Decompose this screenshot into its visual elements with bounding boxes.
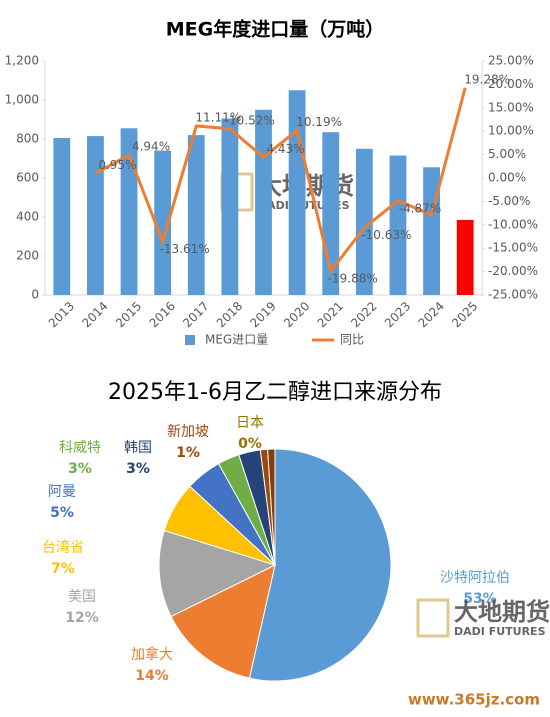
- y2-tick-label: 5.00%: [488, 147, 526, 161]
- y2-tick-label: -15.00%: [488, 241, 538, 255]
- data-label: -13.61%: [160, 242, 210, 256]
- y2-tick-label: -20.00%: [488, 264, 538, 278]
- bar: [255, 109, 272, 295]
- bar: [154, 150, 172, 295]
- slice-value: 0%: [238, 436, 262, 452]
- bar: [221, 118, 239, 296]
- slice-value: 14%: [135, 668, 169, 684]
- legend-label: 同比: [340, 333, 364, 347]
- watermark: DADI FUTURES: [454, 625, 546, 638]
- site-watermark: www.365jz.com: [408, 691, 540, 709]
- bar: [288, 90, 306, 295]
- slice-label: 韩国: [124, 440, 152, 456]
- data-label: 0.95%: [98, 158, 136, 172]
- pie-slice: [170, 564, 276, 679]
- data-label: 11.11%: [195, 111, 241, 125]
- bar: [456, 219, 474, 295]
- slice-value: 5%: [50, 505, 74, 521]
- bar: [87, 136, 104, 295]
- chart-title: MEG年度进口量（万吨）: [166, 18, 384, 41]
- legend-swatch: [185, 335, 195, 345]
- data-label: -19.88%: [328, 272, 378, 286]
- bar: [187, 135, 205, 295]
- y2-tick-label: 10.00%: [488, 124, 534, 138]
- slice-value: 7%: [51, 561, 75, 577]
- data-label: 10.19%: [296, 115, 342, 129]
- y-tick-label: 800: [16, 132, 39, 146]
- y-tick-label: 1,200: [5, 54, 39, 68]
- slice-label: 美国: [68, 589, 96, 605]
- data-label: 19.28%: [464, 72, 510, 86]
- y2-tick-label: 15.00%: [488, 100, 534, 114]
- line: [94, 87, 467, 275]
- y2-tick-label: -10.00%: [488, 217, 538, 231]
- y2-tick-label: -5.00%: [488, 194, 530, 208]
- data-label: -10.63%: [361, 228, 411, 242]
- y-tick-label: 600: [16, 171, 39, 185]
- y-tick-label: 200: [16, 249, 39, 263]
- slice-value: 53%: [463, 591, 497, 607]
- watermark: 大地期货: [454, 598, 550, 626]
- bar: [423, 167, 440, 295]
- slice-label: 阿曼: [48, 484, 76, 500]
- data-label: -4.87%: [399, 201, 441, 215]
- logo-icon: [416, 598, 450, 638]
- y-tick-label: 400: [16, 210, 39, 224]
- data-label: 4.43%: [266, 142, 304, 156]
- slice-value: 12%: [65, 610, 99, 626]
- y2-tick-label: 25.00%: [488, 54, 534, 68]
- y-tick-label: 1,000: [5, 93, 39, 107]
- slice-value: 3%: [126, 461, 150, 477]
- y2-tick-label: 0.00%: [488, 171, 526, 185]
- pie-slice: [158, 529, 277, 618]
- pie-slice: [248, 448, 392, 682]
- watermark: 大地期货: [258, 172, 354, 200]
- slice-label: 沙特阿拉伯: [440, 570, 510, 586]
- bar: [120, 128, 138, 295]
- bar: [355, 148, 373, 295]
- slice-label: 新加坡: [167, 424, 209, 440]
- slice-label: 加拿大: [131, 646, 173, 663]
- bar: [389, 155, 407, 295]
- y2-tick-label: -25.00%: [488, 288, 538, 302]
- bar: [53, 138, 71, 295]
- slice-label: 台湾省: [42, 539, 84, 556]
- y2-tick-label: 20.00%: [488, 77, 534, 91]
- data-label: 4.94%: [132, 139, 170, 153]
- slice-label: 日本: [236, 415, 264, 431]
- data-label: 10.52%: [229, 113, 275, 127]
- legend-label: MEG进口量: [205, 333, 268, 347]
- slice-value: 1%: [176, 445, 200, 461]
- slice-value: 3%: [68, 461, 92, 477]
- slice-label: 科威特: [59, 440, 101, 456]
- y-tick-label: 0: [31, 288, 39, 302]
- chart-title: 2025年1-6月乙二醇进口来源分布: [108, 380, 442, 405]
